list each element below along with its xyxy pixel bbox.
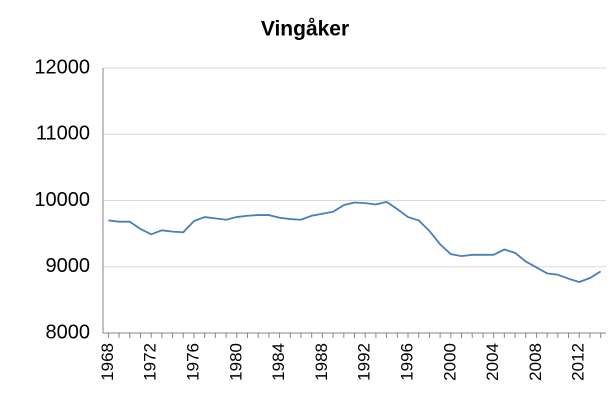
x-tick-label: 1984 [269, 343, 288, 381]
chart-title: Vingåker [261, 18, 349, 41]
x-tick-label: 1980 [226, 343, 245, 381]
x-tick-label: 1972 [141, 343, 160, 381]
x-tick-label: 2000 [440, 343, 459, 381]
y-tick-label: 10000 [34, 189, 90, 211]
x-tick-label: 2012 [569, 343, 588, 381]
x-tick-label: 1996 [397, 343, 416, 381]
y-tick-label: 8000 [46, 321, 91, 343]
line-series [108, 200, 602, 283]
y-tick-label: 11000 [36, 123, 90, 145]
x-tick-label: 2008 [526, 343, 545, 381]
x-tick-label: 2004 [483, 343, 502, 381]
x-tick-label: 1976 [183, 343, 202, 381]
x-tick-label: 1988 [312, 343, 331, 381]
x-tick-label: 1992 [355, 343, 374, 381]
y-tick-label: 9000 [46, 255, 91, 277]
x-tick-label: 1968 [98, 343, 117, 381]
y-tick-label: 12000 [34, 56, 90, 78]
